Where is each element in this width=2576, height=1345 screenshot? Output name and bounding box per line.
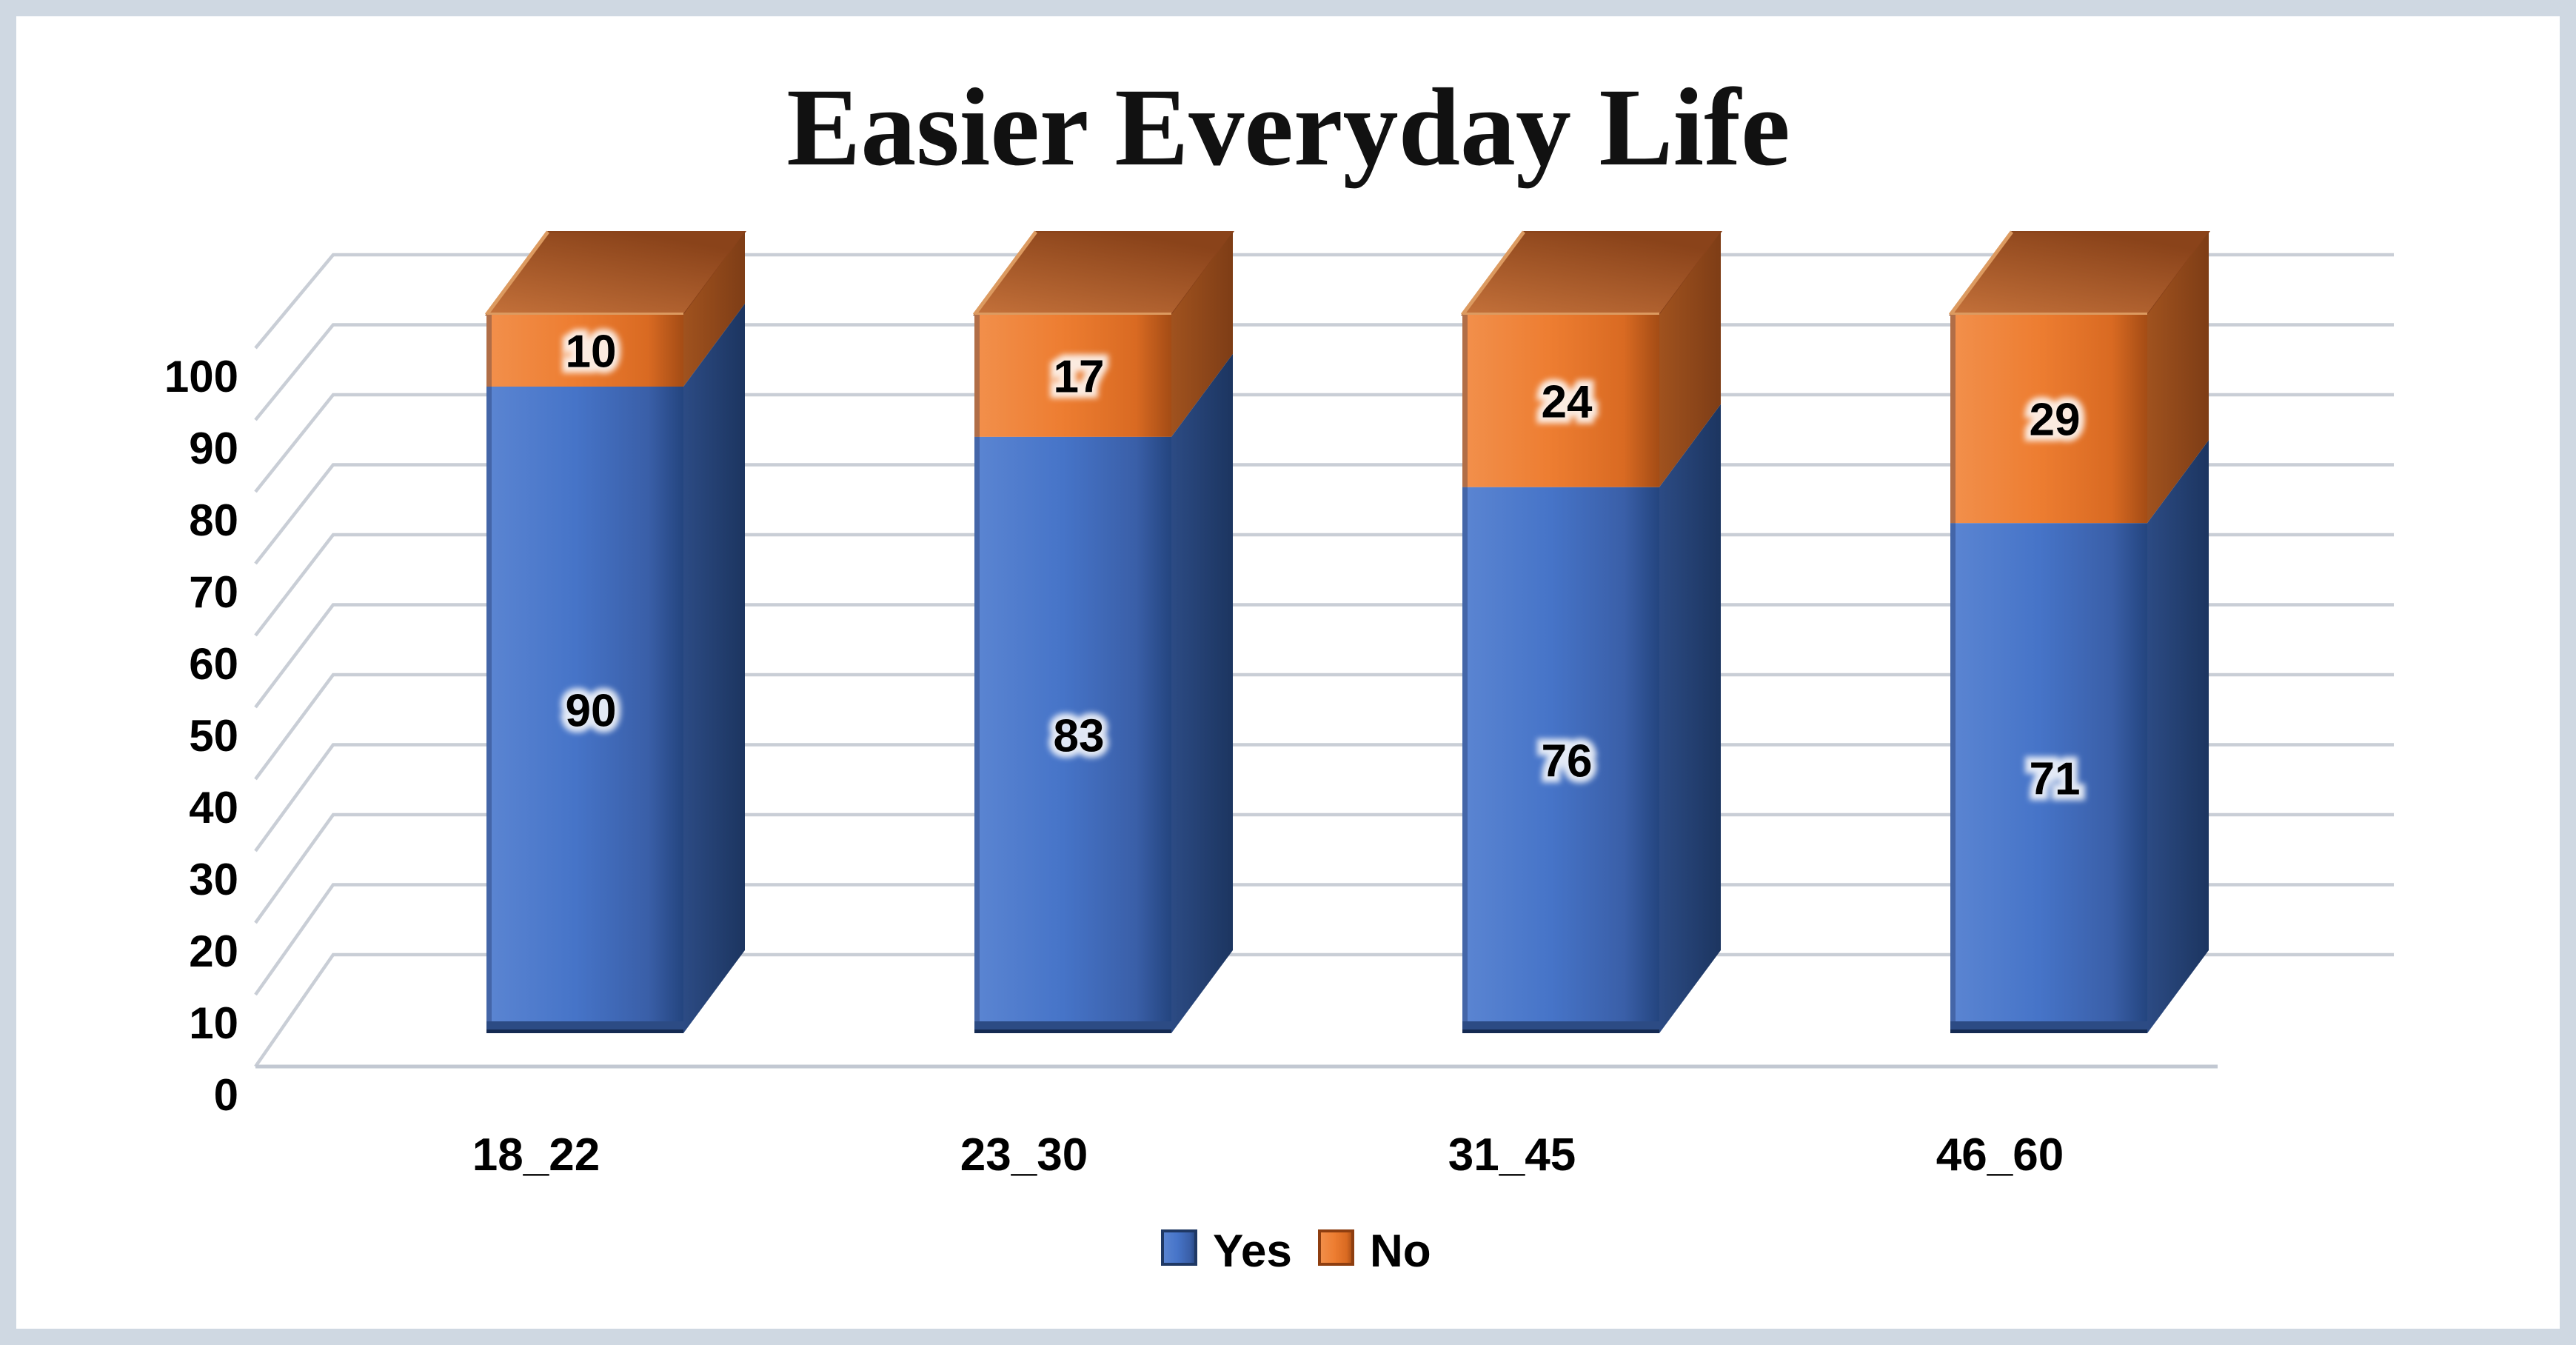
bar-31_45-no-side-face (1659, 232, 1721, 487)
chart-title: Easier Everyday Life (786, 66, 1790, 189)
x-category-label-46_60: 46_60 (1936, 1129, 2064, 1181)
bar-46_60-yes-side-face (2147, 440, 2209, 1033)
bar-31_45-no-front-face (1462, 315, 1659, 487)
bar-31_45-yes-side-face (1659, 404, 1721, 1033)
bar-18_22-top-left-edge-highlight (484, 230, 550, 316)
legend-swatch-no (1318, 1229, 1354, 1266)
y-axis-tick-labels: 0 10 20 30 40 50 60 70 80 90 100 (164, 352, 238, 1120)
y-tick-label-10: 10 (189, 998, 238, 1048)
bar-23_30-no-front-face (974, 315, 1171, 437)
x-category-label-18_22: 18_22 (472, 1129, 600, 1181)
bar-31_45-bottom-edge (1462, 1029, 1659, 1033)
bar-18_22-no-side-face (683, 232, 745, 387)
bar-label-yes-31_45-halo: 76 (1542, 735, 1593, 787)
bar-31_45-yes-front-face (1462, 487, 1659, 1033)
y-tick-label-20: 20 (189, 927, 238, 976)
bar-label-yes-18_22-halo: 90 (566, 686, 617, 737)
bar-23_30-no-side-face (1171, 232, 1233, 437)
legend: Yes No (1161, 1226, 1431, 1277)
bar-label-yes-23_30: 83 (1054, 710, 1105, 761)
y-tick-label-60: 60 (189, 639, 238, 689)
y-tick-label-100: 100 (164, 352, 238, 401)
y-tick-label-70: 70 (189, 567, 238, 617)
y-tick-label-30: 30 (189, 855, 238, 904)
bar-label-no-23_30-halo: 17 (1054, 351, 1105, 402)
y-tick-label-80: 80 (189, 495, 238, 545)
bar-23_30-bottom-edge (974, 1029, 1171, 1033)
legend-swatch-yes (1161, 1229, 1197, 1266)
bar-46_60-bottom-bevel (1950, 1021, 2147, 1029)
bar-label-no-18_22-halo: 10 (566, 327, 617, 378)
bar-23_30-top-left-edge-highlight (972, 230, 1038, 316)
bar-31_45-bottom-bevel (1462, 1021, 1659, 1029)
bar-18_22-bottom-edge (486, 1029, 683, 1033)
legend-label-yes: Yes (1213, 1226, 1292, 1277)
y-tick-label-0: 0 (214, 1070, 238, 1120)
bar-label-no-23_30: 17 (1054, 351, 1105, 402)
bar-31_45-left-bevel (1462, 315, 1468, 1033)
bar-label-no-18_22: 10 (566, 327, 617, 378)
bar-18_22-yes-front-face (486, 387, 683, 1033)
y-tick-label-50: 50 (189, 711, 238, 761)
bar-label-yes-31_45: 76 (1542, 735, 1593, 787)
bar-label-yes-23_30-halo: 83 (1054, 710, 1105, 761)
bar-18_22-no-front-face (486, 315, 683, 387)
x-axis-category-labels: 18_22 23_30 31_45 46_60 (472, 1129, 2064, 1181)
bar-23_30-yes-side-face (1171, 353, 1233, 1033)
bar-31_45-top-left-edge-highlight (1460, 230, 1526, 316)
y-tick-label-40: 40 (189, 783, 238, 832)
legend-label-no: No (1370, 1226, 1431, 1277)
bar-46_60-bottom-edge (1950, 1029, 2147, 1033)
bar-label-yes-46_60: 71 (2030, 754, 2081, 805)
bar-label-yes-18_22: 90 (566, 686, 617, 737)
bar-label-no-46_60-halo: 29 (2030, 395, 2081, 446)
bar-label-no-31_45: 24 (1542, 376, 1593, 427)
bar-18_22-bottom-bevel (486, 1021, 683, 1029)
bar-18_22-yes-side-face (683, 304, 745, 1033)
bar-23_30-yes-front-face (974, 436, 1171, 1033)
bar-46_60-top-left-edge-highlight (1948, 230, 2014, 316)
bar-18_22-left-bevel (486, 315, 492, 1033)
bar-46_60-left-bevel (1950, 315, 1956, 1033)
bar-46_60-no-front-face (1950, 315, 2147, 524)
bar-label-no-46_60: 29 (2030, 395, 2081, 446)
bar-46_60-no-side-face (2147, 232, 2209, 524)
x-category-label-23_30: 23_30 (960, 1129, 1088, 1181)
bar-23_30-bottom-bevel (974, 1021, 1171, 1029)
x-category-label-31_45: 31_45 (1448, 1129, 1576, 1181)
bar-label-yes-46_60-halo: 71 (2030, 754, 2081, 805)
y-tick-label-90: 90 (189, 424, 238, 473)
bar-label-no-31_45-halo: 24 (1542, 376, 1593, 427)
bar-46_60-yes-front-face (1950, 523, 2147, 1033)
bar-23_30-left-bevel (974, 315, 980, 1033)
